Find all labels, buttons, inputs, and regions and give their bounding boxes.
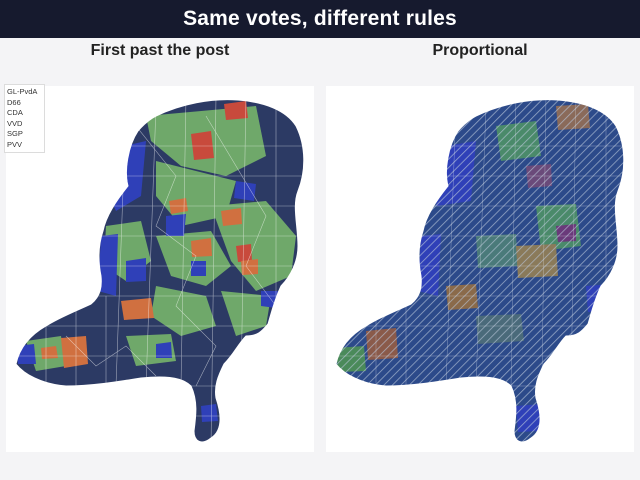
map-fptp	[15, 99, 305, 443]
region-glpvda-leeuwarden	[191, 131, 214, 160]
region-sgp-alblasserwaard	[121, 298, 154, 320]
panel-title-left: First past the post	[90, 42, 230, 59]
region-vvd-gooi	[166, 214, 186, 236]
region-glpvda-groningen	[224, 101, 248, 120]
region-sgp-zeeland-south	[41, 346, 58, 359]
region-sgp-veluwe	[221, 208, 242, 226]
fptp-regions	[16, 99, 304, 442]
legend-item-gl-pvda[interactable]: GL-PvdA	[7, 87, 38, 96]
region-glpvda-nijmegen	[236, 244, 252, 262]
region-cda-utrecht	[151, 286, 216, 336]
map-panel-fptp	[6, 86, 314, 452]
region-vvd-drenthe	[234, 181, 256, 201]
region-vvd-limburg	[201, 404, 218, 422]
proportional-borders	[336, 99, 624, 442]
legend-item-cda[interactable]: CDA	[7, 108, 23, 117]
region-sgp-tholen	[61, 336, 88, 368]
legend-item-vvd[interactable]: VVD	[7, 118, 23, 128]
page-title: Same votes, different rules	[183, 7, 457, 30]
region-vvd-utrecht	[191, 261, 206, 276]
region-sgp-urk	[241, 259, 258, 275]
region-vvd-wassenaar	[126, 258, 146, 282]
region-vvd-coast	[98, 234, 118, 296]
legend-item-sgp[interactable]: SGP	[7, 129, 23, 138]
region-cda-gelderland	[221, 291, 271, 336]
country-outline-fptp	[15, 99, 305, 443]
map-proportional	[335, 99, 625, 443]
panel-title-right: Proportional	[432, 42, 528, 59]
proportional-regions	[336, 99, 624, 442]
legend-item-d66[interactable]: D66	[7, 97, 21, 107]
title-bar: Same votes, different rules	[0, 0, 640, 38]
region-vvd-brabant	[156, 342, 172, 358]
legend-item-pvv[interactable]: PVV	[7, 139, 23, 149]
municipal-borders	[16, 99, 304, 442]
map-panel-proportional	[326, 86, 634, 452]
map-legend: GL-PvdA D66 CDA VVD SGP PVV	[4, 84, 45, 153]
region-cda-center	[156, 231, 231, 286]
region-sgp-bible-belt	[191, 238, 212, 257]
country-outline-proportional	[335, 99, 625, 443]
